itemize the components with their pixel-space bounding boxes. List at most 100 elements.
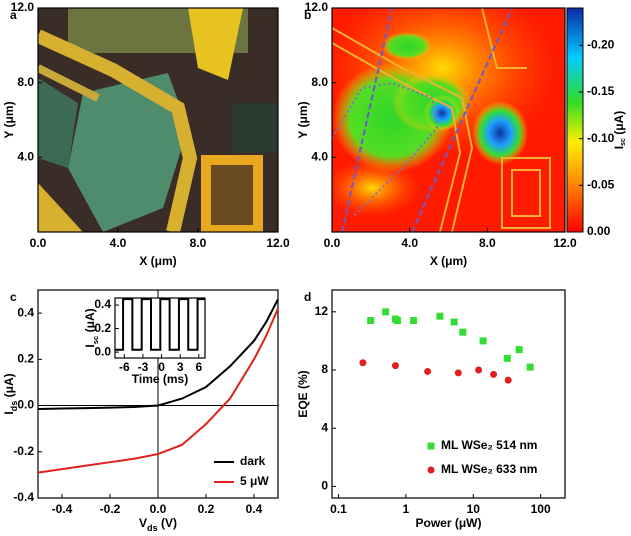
x-axis-label-unit: (V) <box>158 516 177 530</box>
data-point <box>479 337 487 345</box>
colorbar-tick-label: -0.15 <box>587 84 615 98</box>
colorbar-label-unit: (μA) <box>612 111 626 138</box>
legend-swatch <box>427 442 435 450</box>
y-tick-label: 12.0 <box>11 0 35 14</box>
y-tick-label: 0.4 <box>17 305 34 319</box>
x-tick-label: 0.0 <box>30 236 47 250</box>
data-point <box>410 317 418 325</box>
x-tick-label: -3 <box>138 360 149 374</box>
x-tick-label: 3 <box>177 360 184 374</box>
colorbar <box>566 7 584 233</box>
x-tick-label: 6 <box>195 360 202 374</box>
y-tick-label: 8.0 <box>17 75 34 89</box>
data-point <box>459 328 467 336</box>
photocurrent-map <box>332 8 565 232</box>
x-tick-label: 8.0 <box>479 236 496 250</box>
data-point <box>515 346 523 354</box>
x-tick-label: 0.2 <box>198 502 215 516</box>
data-point <box>526 363 534 371</box>
y-tick-label: 0.0 <box>94 344 111 358</box>
y-tick-label: 12 <box>315 304 329 318</box>
x-tick-label: 12.0 <box>553 236 577 250</box>
data-point <box>367 317 375 325</box>
plot-frame <box>331 7 566 233</box>
y-axis-label-main: I <box>83 344 97 347</box>
legend-label: ML WSe₂ 514 nm <box>441 438 537 452</box>
panel-label: d <box>304 290 311 304</box>
x-axis-label: Vds (V) <box>139 516 177 533</box>
y-tick-label: 0.2 <box>17 352 34 366</box>
colorbar-tick-label: 0.00 <box>587 224 611 238</box>
y-axis-label: Y (μm) <box>296 101 310 138</box>
legend-label: ML WSe₂ 633 nm <box>441 462 537 476</box>
y-tick-label: -0.2 <box>13 444 34 458</box>
colorbar-label-sub: sc <box>620 138 627 146</box>
x-tick-label: 8.0 <box>190 236 207 250</box>
x-tick-label: -0.2 <box>100 502 121 516</box>
y-axis-label-sub: ds <box>9 401 19 412</box>
legend-label: 5 μW <box>240 474 269 488</box>
y-tick-label: 0 <box>321 479 328 493</box>
legend-label: dark <box>240 454 266 468</box>
optical-image <box>38 8 278 232</box>
y-axis-label: Y (μm) <box>2 101 16 138</box>
y-tick-label: 0.0 <box>17 398 34 412</box>
x-axis-label: X (μm) <box>139 254 176 268</box>
colorbar-tick-label: -0.05 <box>587 178 615 192</box>
plot-frame <box>331 289 566 499</box>
y-tick-label: 0.2 <box>94 321 111 335</box>
x-axis-label-main: V <box>139 516 147 530</box>
x-axis-label: Power (μW) <box>415 516 481 530</box>
y-axis-label-sub: sc <box>91 335 100 344</box>
y-tick-label: 4 <box>321 420 328 434</box>
data-line <box>37 298 279 411</box>
x-tick-label: 100 <box>531 502 551 516</box>
plot-frame <box>37 7 279 233</box>
data-line <box>115 298 205 351</box>
x-tick-label: 1 <box>403 502 410 516</box>
y-axis-label-unit: (μA) <box>2 373 16 400</box>
legend-swatch <box>427 466 435 474</box>
panel-label: c <box>10 290 17 304</box>
data-point <box>490 370 498 378</box>
x-tick-label: 12.0 <box>266 236 290 250</box>
x-tick-label: -0.4 <box>52 502 73 516</box>
y-axis-label-unit: (μA) <box>83 308 97 335</box>
y-tick-label: 8 <box>321 362 328 376</box>
data-point <box>504 376 512 384</box>
y-tick-label: 0.4 <box>94 297 111 311</box>
x-tick-label: -6 <box>119 360 130 374</box>
data-point <box>436 312 444 320</box>
y-tick-label: 12.0 <box>305 0 329 14</box>
x-tick-label: 4.0 <box>401 236 418 250</box>
y-axis-label: Isc (μA) <box>83 308 99 347</box>
x-axis-label-sub: ds <box>147 523 158 533</box>
y-tick-label: 8.0 <box>311 75 328 89</box>
data-line <box>37 308 279 474</box>
colorbar-tick-label: -0.20 <box>587 38 615 52</box>
y-axis-label-main: I <box>2 411 16 414</box>
y-axis-label: EQE (%) <box>296 370 310 417</box>
x-tick-label: 0.4 <box>246 502 263 516</box>
data-point <box>503 354 511 362</box>
x-tick-label: 4.0 <box>110 236 127 250</box>
x-tick-label: 10 <box>467 502 481 516</box>
x-tick-label: 0.0 <box>150 502 167 516</box>
data-point <box>424 367 432 375</box>
y-tick-label: 4.0 <box>17 150 34 164</box>
x-axis-label: Time (ms) <box>132 372 188 386</box>
y-tick-label: -0.4 <box>13 490 34 504</box>
y-tick-label: 4.0 <box>311 150 328 164</box>
data-point <box>475 366 483 374</box>
data-point <box>393 317 401 325</box>
data-point <box>454 369 462 377</box>
x-axis-label: X (μm) <box>430 254 467 268</box>
panel-label: a <box>10 8 17 22</box>
data-point <box>450 318 458 326</box>
x-tick-label: 0.0 <box>324 236 341 250</box>
colorbar-tick-label: -0.10 <box>587 131 615 145</box>
y-axis-label: Ids (μA) <box>2 373 19 414</box>
x-tick-label: 0.1 <box>330 502 347 516</box>
